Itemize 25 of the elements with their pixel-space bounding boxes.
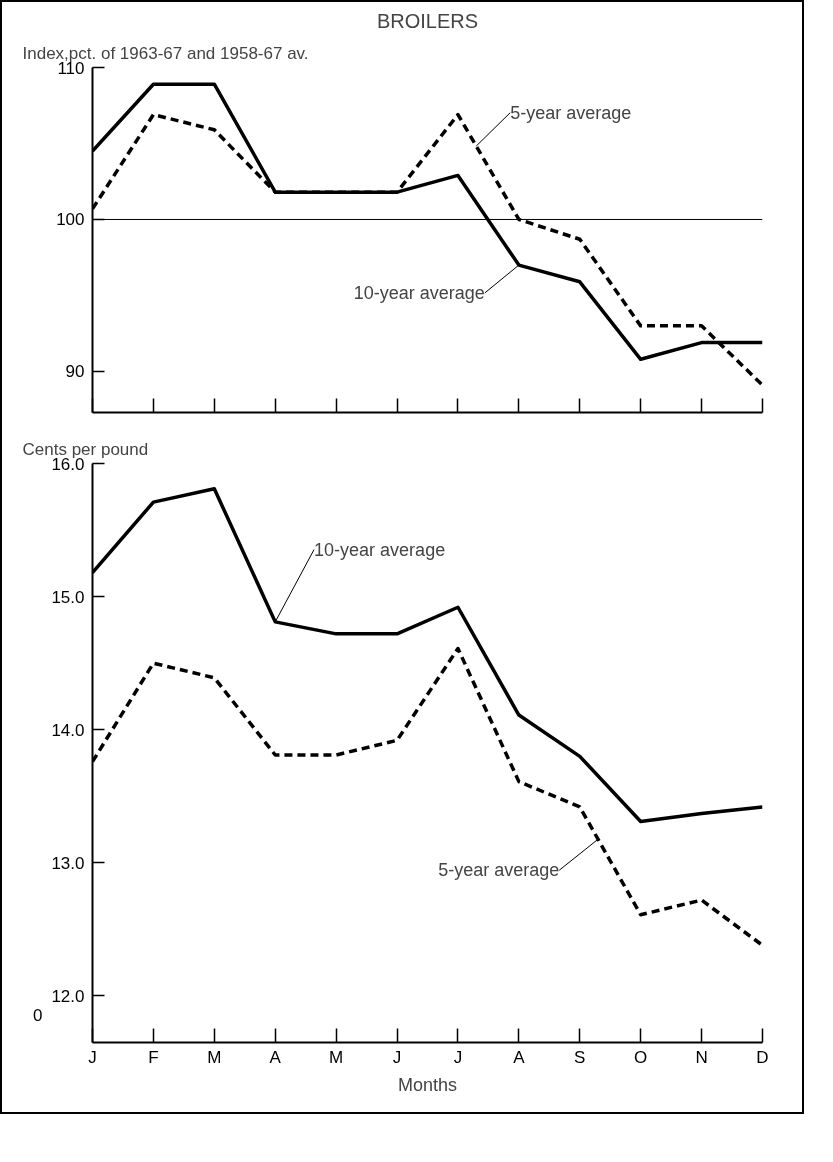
x-tick-label: A bbox=[269, 1047, 282, 1067]
x-tick-label: M bbox=[207, 1047, 222, 1067]
text: 5-year average bbox=[510, 102, 632, 123]
y-tick-label: 14.0 bbox=[51, 720, 85, 740]
y-tick-label: 100 bbox=[56, 210, 85, 230]
x-tick-label: F bbox=[148, 1047, 159, 1067]
x-tick-label: O bbox=[634, 1047, 648, 1067]
x-tick-label: J bbox=[392, 1047, 402, 1067]
text: 10-year average bbox=[353, 282, 485, 303]
x-tick-label: A bbox=[513, 1047, 526, 1067]
y-tick-label: 90 bbox=[65, 362, 85, 382]
x-tick-label: J bbox=[453, 1047, 463, 1067]
text: 10-year average bbox=[314, 539, 446, 560]
x-tick-label: M bbox=[329, 1047, 344, 1067]
y-tick-label: 15.0 bbox=[51, 587, 85, 607]
x-tick-label: D bbox=[756, 1047, 769, 1067]
text: 5-year average bbox=[438, 860, 560, 881]
chart-title: BROILERS bbox=[376, 9, 479, 32]
x-axis-title: Months bbox=[397, 1074, 458, 1095]
y-tick-label: 12.0 bbox=[51, 986, 85, 1006]
y-tick-label: 13.0 bbox=[51, 853, 85, 873]
x-tick-label: J bbox=[88, 1047, 97, 1067]
x-tick-label: N bbox=[695, 1047, 708, 1067]
x-tick-label: S bbox=[574, 1047, 586, 1067]
text: 0 bbox=[33, 1005, 43, 1025]
